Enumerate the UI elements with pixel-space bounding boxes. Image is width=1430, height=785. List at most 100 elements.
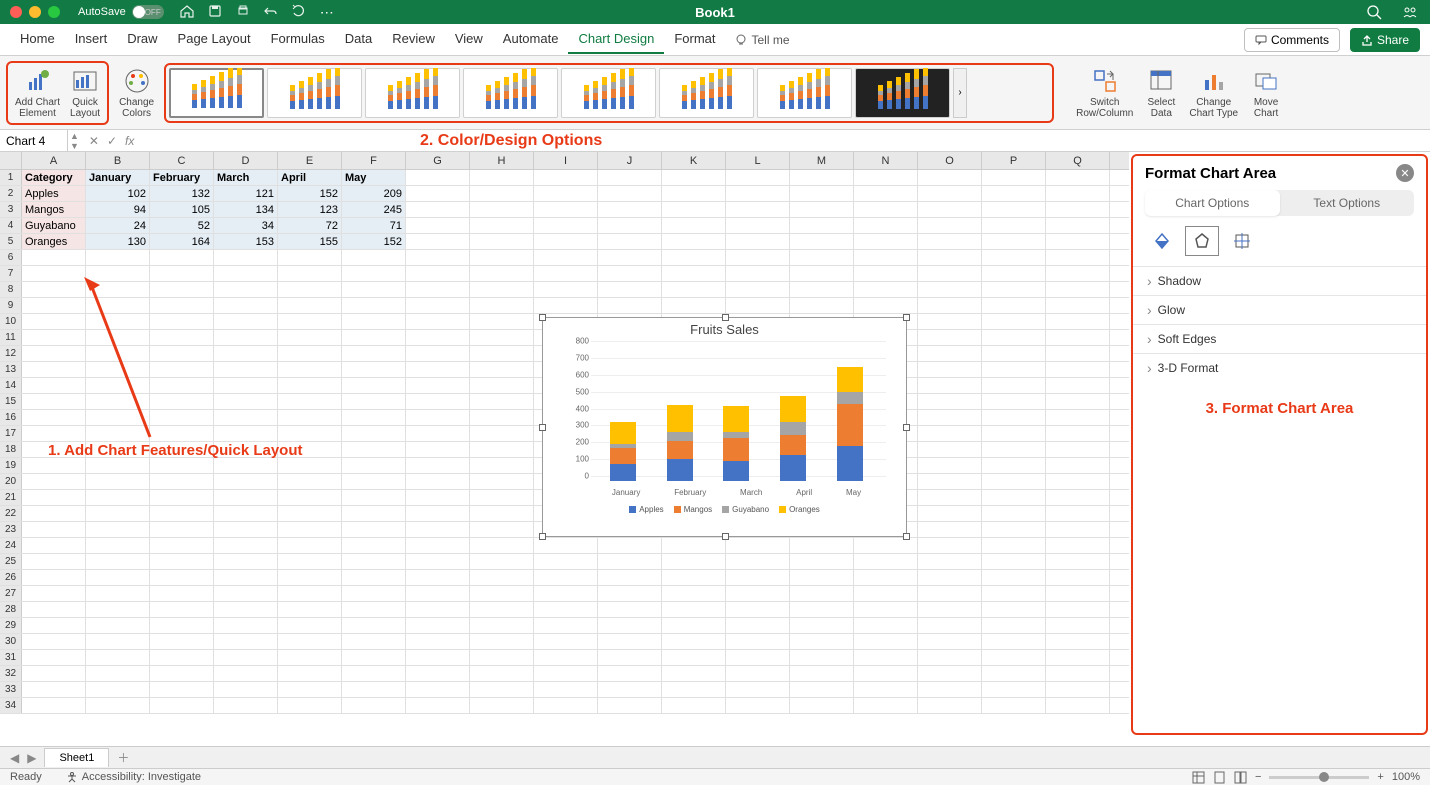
cell[interactable] <box>214 554 278 569</box>
cell[interactable] <box>918 186 982 201</box>
cell[interactable] <box>86 698 150 713</box>
chart-style-7[interactable] <box>757 68 852 118</box>
cell[interactable] <box>150 378 214 393</box>
cell[interactable] <box>278 618 342 633</box>
chart-bar[interactable] <box>837 367 863 481</box>
cell[interactable] <box>726 666 790 681</box>
cell[interactable] <box>726 618 790 633</box>
cell[interactable] <box>790 682 854 697</box>
cell[interactable] <box>662 234 726 249</box>
cell[interactable] <box>406 250 470 265</box>
resize-handle[interactable] <box>539 314 546 321</box>
cell[interactable] <box>598 634 662 649</box>
cell[interactable] <box>342 378 406 393</box>
cell[interactable] <box>598 282 662 297</box>
cancel-icon[interactable]: ✕ <box>89 134 99 148</box>
cell[interactable]: 24 <box>86 218 150 233</box>
cell[interactable] <box>470 682 534 697</box>
change-chart-type-button[interactable]: Change Chart Type <box>1185 65 1242 121</box>
chart-style-1[interactable] <box>169 68 264 118</box>
column-header-N[interactable]: N <box>854 152 918 169</box>
cell[interactable] <box>1046 442 1110 457</box>
row-header-9[interactable]: 9 <box>0 298 22 313</box>
cell[interactable] <box>470 282 534 297</box>
cell[interactable]: May <box>342 170 406 185</box>
cell[interactable] <box>150 298 214 313</box>
cell[interactable] <box>790 602 854 617</box>
cell[interactable] <box>214 394 278 409</box>
cell[interactable] <box>1046 218 1110 233</box>
cell[interactable]: 134 <box>214 202 278 217</box>
cell[interactable] <box>214 666 278 681</box>
row-header-31[interactable]: 31 <box>0 650 22 665</box>
cell[interactable] <box>214 570 278 585</box>
cell[interactable] <box>726 170 790 185</box>
cell[interactable] <box>406 586 470 601</box>
cell[interactable] <box>150 602 214 617</box>
embedded-chart[interactable]: Fruits Sales 0100200300400500600700800 J… <box>542 317 907 537</box>
chart-bar[interactable] <box>667 405 693 481</box>
cell[interactable] <box>726 650 790 665</box>
cell[interactable] <box>1046 634 1110 649</box>
cell[interactable] <box>406 474 470 489</box>
cell[interactable] <box>854 618 918 633</box>
cell[interactable] <box>854 650 918 665</box>
cell[interactable] <box>86 314 150 329</box>
cell[interactable] <box>534 634 598 649</box>
cell[interactable] <box>534 698 598 713</box>
cell[interactable] <box>86 682 150 697</box>
cell[interactable] <box>86 538 150 553</box>
cell[interactable] <box>790 570 854 585</box>
cell[interactable] <box>470 442 534 457</box>
cell[interactable] <box>278 490 342 505</box>
cell[interactable] <box>342 698 406 713</box>
cell[interactable] <box>726 218 790 233</box>
cell[interactable] <box>918 490 982 505</box>
accessibility-status[interactable]: Accessibility: Investigate <box>66 771 201 783</box>
cell[interactable] <box>982 458 1046 473</box>
cell[interactable] <box>278 426 342 441</box>
menu-draw[interactable]: Draw <box>117 25 167 54</box>
cell[interactable] <box>982 650 1046 665</box>
resize-handle[interactable] <box>539 533 546 540</box>
cell[interactable] <box>598 234 662 249</box>
cell[interactable] <box>918 634 982 649</box>
cell[interactable] <box>662 634 726 649</box>
cell[interactable] <box>598 250 662 265</box>
cell[interactable] <box>406 394 470 409</box>
cell[interactable] <box>342 266 406 281</box>
cell[interactable] <box>726 586 790 601</box>
row-header-33[interactable]: 33 <box>0 682 22 697</box>
cell[interactable] <box>150 570 214 585</box>
quick-layout-button[interactable]: Quick Layout <box>66 65 104 121</box>
cell[interactable] <box>1046 554 1110 569</box>
cell[interactable] <box>982 506 1046 521</box>
cell[interactable] <box>662 202 726 217</box>
cell[interactable] <box>470 378 534 393</box>
cell[interactable] <box>918 442 982 457</box>
cell[interactable] <box>342 314 406 329</box>
cell[interactable] <box>406 266 470 281</box>
cell[interactable] <box>982 170 1046 185</box>
cell[interactable] <box>662 666 726 681</box>
cell[interactable] <box>214 698 278 713</box>
zoom-level[interactable]: 100% <box>1392 771 1420 783</box>
cell[interactable] <box>918 218 982 233</box>
cell[interactable] <box>278 522 342 537</box>
cell[interactable]: 102 <box>86 186 150 201</box>
chart-options-tab[interactable]: Chart Options <box>1145 190 1280 216</box>
chart-style-4[interactable] <box>463 68 558 118</box>
cell[interactable] <box>1046 362 1110 377</box>
cell[interactable] <box>22 490 86 505</box>
cell[interactable] <box>22 474 86 489</box>
cell[interactable] <box>150 410 214 425</box>
pane-section-shadow[interactable]: Shadow <box>1133 266 1426 295</box>
cell[interactable] <box>22 314 86 329</box>
cell[interactable] <box>1046 170 1110 185</box>
cell[interactable] <box>598 602 662 617</box>
cell[interactable] <box>150 634 214 649</box>
cell[interactable] <box>918 314 982 329</box>
cell[interactable] <box>1046 202 1110 217</box>
cell[interactable] <box>982 346 1046 361</box>
cell[interactable] <box>982 554 1046 569</box>
